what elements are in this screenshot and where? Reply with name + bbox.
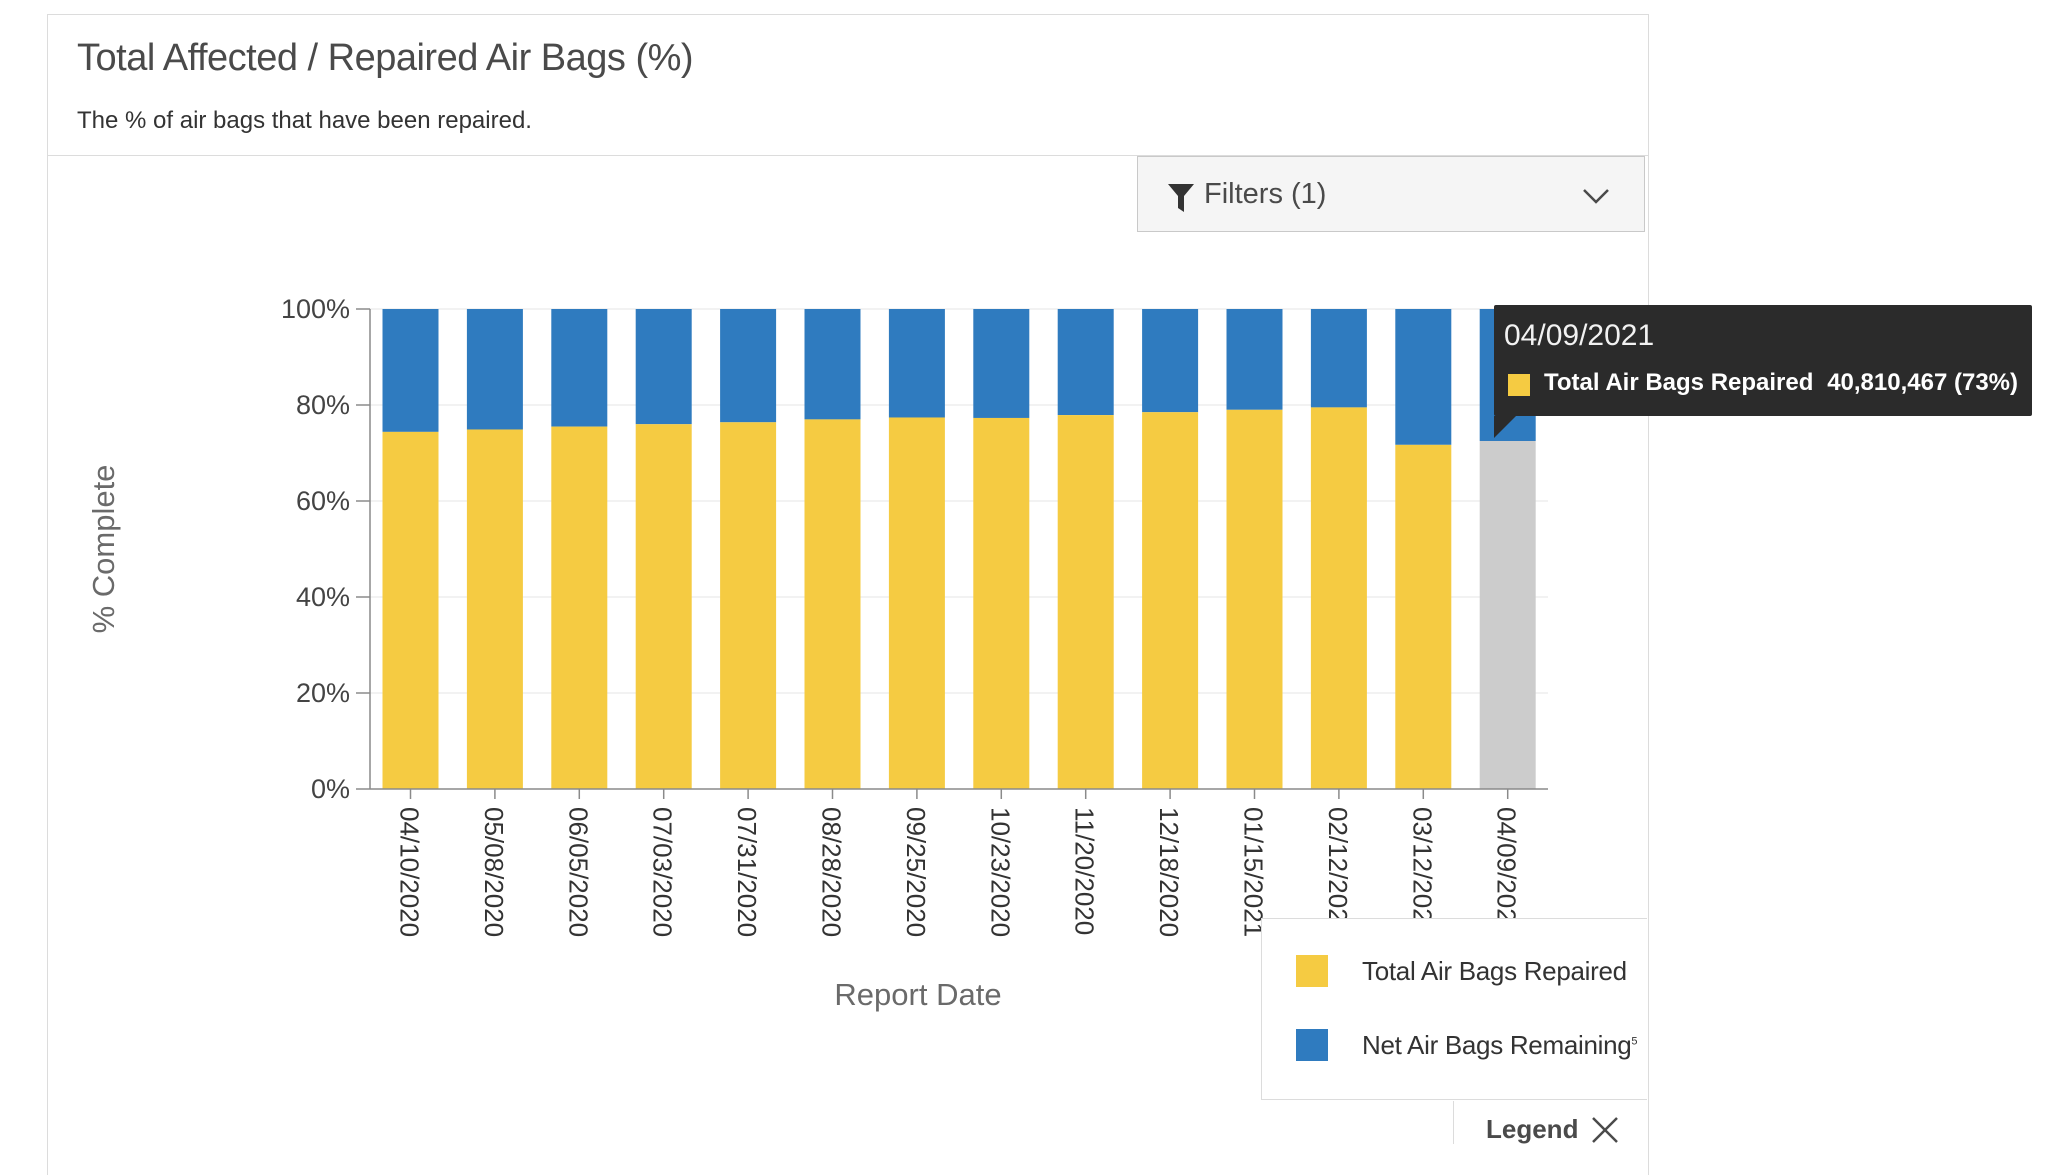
bar-repaired [804, 419, 861, 789]
bar-remaining [635, 309, 692, 425]
y-tick-label: 20% [296, 678, 350, 708]
x-tick-label: 01/15/2021 [1239, 807, 1269, 937]
x-axis-title: Report Date [834, 977, 1001, 1012]
chart-subtitle: The % of air bags that have been repaire… [77, 107, 532, 134]
bar-repaired [1057, 415, 1114, 789]
bar-remaining [382, 309, 439, 432]
bar-remaining [804, 309, 861, 420]
tooltip-pointer [1494, 416, 1516, 438]
bar-repaired [1310, 407, 1367, 789]
legend-label-repaired: Total Air Bags Repaired [1362, 956, 1627, 986]
bar-tooltip: 04/09/2021 Total Air Bags Repaired 40,81… [1494, 305, 2032, 438]
y-tick-label: 80% [296, 390, 350, 420]
x-tick-label: 08/28/2020 [817, 807, 847, 937]
bar-repaired [1226, 409, 1283, 789]
tooltip-series: Total Air Bags Repaired [1544, 369, 1814, 396]
legend-toggle-button[interactable]: Legend [1453, 1101, 1648, 1144]
footnote-marker: 5 [1631, 1035, 1638, 1048]
bar-remaining [1142, 309, 1199, 413]
x-tick-label: 04/10/2020 [395, 807, 425, 937]
legend-swatch-remaining [1296, 1029, 1328, 1061]
card-header: Total Affected / Repaired Air Bags (%) T… [48, 15, 1648, 156]
bar-remaining [551, 309, 608, 427]
bar-repaired [1479, 441, 1536, 789]
legend-label-remaining: Net Air Bags Remaining5 [1362, 1030, 1638, 1060]
bar-remaining [466, 309, 523, 430]
bar-remaining [973, 309, 1030, 418]
tooltip-value: 40,810,467 (73%) [1827, 369, 2018, 396]
tooltip-date: 04/09/2021 [1504, 319, 1655, 352]
y-axis-title: % Complete [86, 465, 121, 634]
bar-remaining [1226, 309, 1283, 410]
legend-toggle-label: Legend [1486, 1114, 1579, 1144]
bar-repaired [382, 431, 439, 789]
bar-repaired [466, 429, 523, 789]
chevron-down-icon [1583, 189, 1609, 204]
bar-repaired [1142, 412, 1199, 789]
bar-remaining [720, 309, 777, 423]
bar-repaired [973, 417, 1030, 789]
tooltip-swatch [1508, 374, 1530, 396]
x-tick-label: 03/12/2021 [1407, 807, 1437, 937]
x-tick-label: 06/05/2020 [563, 807, 593, 937]
legend-panel: Total Air Bags Repaired Net Air Bags Rem… [1261, 918, 1647, 1100]
bar-remaining [1057, 309, 1114, 416]
bar-repaired [1395, 444, 1452, 789]
close-icon [1592, 1117, 1618, 1143]
bar-repaired [551, 426, 608, 789]
filters-dropdown[interactable]: Filters (1) [1137, 156, 1645, 232]
bar-remaining [1310, 309, 1367, 408]
funnel-icon [1168, 184, 1194, 212]
y-tick-label: 100% [281, 294, 350, 324]
x-tick-label: 05/08/2020 [479, 807, 509, 937]
x-tick-label: 07/31/2020 [732, 807, 762, 937]
x-tick-label: 12/18/2020 [1154, 807, 1184, 937]
bar-repaired [888, 417, 945, 789]
x-tick-label: 09/25/2020 [901, 807, 931, 937]
x-tick-label: 02/12/2021 [1323, 807, 1353, 937]
bar-remaining [1395, 309, 1452, 445]
x-tick-label: 10/23/2020 [985, 807, 1015, 937]
y-tick-label: 40% [296, 582, 350, 612]
y-tick-label: 0% [311, 774, 350, 804]
legend-swatch-repaired [1296, 955, 1328, 987]
x-tick-label: 07/03/2020 [648, 807, 678, 937]
x-tick-label: 04/09/2021 [1492, 807, 1522, 937]
y-tick-label: 60% [296, 486, 350, 516]
bar-chart: 0% 20% 40% 60% 80% 100% 04/10/2020 05/08/2020 06… [86, 294, 1548, 1012]
bar-repaired [635, 424, 692, 789]
chart-title: Total Affected / Repaired Air Bags (%) [77, 37, 694, 79]
bar-repaired [720, 422, 777, 789]
x-tick-label: 11/20/2020 [1070, 807, 1100, 935]
filters-label: Filters (1) [1204, 178, 1327, 210]
bar-remaining [888, 309, 945, 418]
